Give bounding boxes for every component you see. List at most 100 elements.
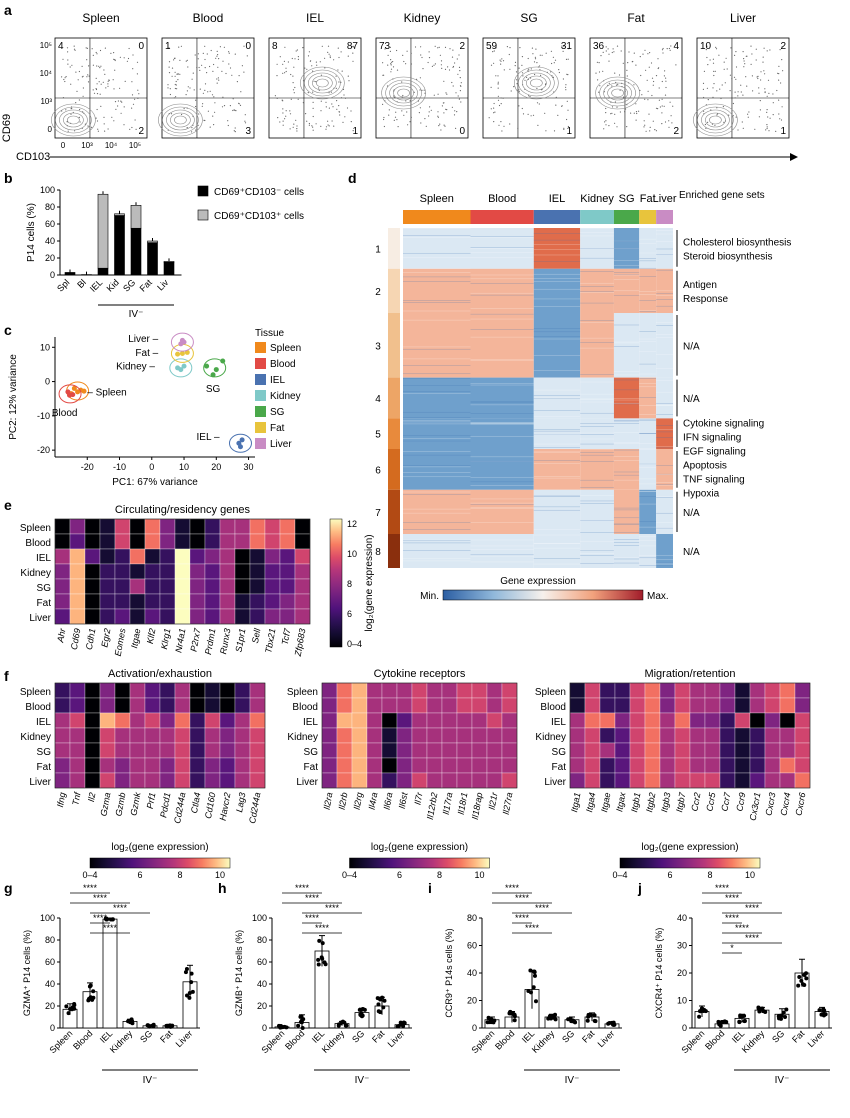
- flow-event-dot: [209, 90, 211, 92]
- flow-event-dot: [308, 124, 310, 126]
- flow-event-dot: [95, 88, 97, 90]
- flow-event-dot: [132, 68, 134, 70]
- f3-cell: [599, 727, 616, 744]
- flow-event-dot: [292, 89, 295, 91]
- flow-event-dot: [664, 70, 666, 72]
- flow-event-dot: [655, 75, 658, 77]
- flow-event-dot: [66, 47, 69, 49]
- e-frame: [54, 518, 311, 625]
- e-cell: [204, 518, 221, 535]
- flow-event-dot: [292, 82, 294, 84]
- flow-event-dot: [325, 106, 327, 108]
- e-cell: [294, 578, 311, 595]
- f2-cell: [441, 682, 458, 699]
- flow-event-dot: [212, 70, 214, 72]
- flow-event-dot: [662, 52, 664, 54]
- flow-event-dot: [645, 130, 647, 132]
- gj-data-dot: [91, 995, 96, 1000]
- f3-gene-label: Cxcr4: [779, 792, 793, 817]
- flow-quadrant-tr: 31: [561, 41, 573, 52]
- flow-quadrant-br: 1: [780, 126, 786, 137]
- flow-event-dot: [304, 67, 306, 69]
- d-cluster-bar: [388, 489, 400, 534]
- f2-cell: [366, 757, 383, 774]
- e-cell: [144, 578, 161, 595]
- gj-sig-stars: ****: [113, 903, 128, 913]
- flow-event-dot: [429, 106, 431, 108]
- e-gene-label: Tcf7: [280, 627, 293, 646]
- f1-cell: [54, 727, 71, 744]
- f3-cell: [704, 772, 721, 789]
- flow-event-dot: [755, 59, 757, 61]
- f2-cell: [501, 712, 518, 729]
- flow-event-dot: [340, 51, 342, 53]
- flow-event-dot: [202, 52, 204, 55]
- flow-event-dot: [490, 86, 492, 88]
- d-heat-block: [656, 228, 673, 269]
- f1-cell: [54, 742, 71, 759]
- f2-cell: [441, 712, 458, 729]
- flow-event-dot: [174, 71, 176, 73]
- flow-event-dot: [762, 61, 764, 63]
- flow-contour: [67, 115, 80, 125]
- e-cell: [54, 518, 71, 535]
- flow-event-dot: [524, 79, 526, 81]
- f3-gene-label: Itga4: [584, 792, 597, 813]
- flow-event-dot: [132, 103, 135, 105]
- gj-data-dot: [376, 1002, 381, 1007]
- f3-gene-label: Ccr2: [689, 792, 702, 812]
- flow-contour: [595, 76, 640, 110]
- flow-event-dot: [501, 58, 503, 60]
- e-cell: [204, 548, 221, 565]
- b-bar-cd103pos: [147, 240, 158, 244]
- flow-event-dot: [598, 62, 600, 64]
- flow-event-dot: [565, 89, 567, 91]
- flow-event-dot: [210, 49, 212, 52]
- flow-event-dot: [766, 95, 768, 97]
- gj-data-dot: [187, 995, 192, 1000]
- f3-cell: [644, 742, 661, 759]
- d-heat-block: [403, 268, 471, 313]
- f2-cell: [486, 742, 503, 759]
- gj-data-dot: [802, 973, 807, 978]
- f2-cell: [411, 742, 428, 759]
- flow-event-dot: [780, 82, 782, 84]
- flow-event-dot: [522, 75, 524, 77]
- flow-event-dot: [536, 62, 538, 64]
- e-cell: [159, 578, 176, 595]
- flow-event-dot: [96, 120, 99, 122]
- flow-event-dot: [290, 98, 292, 100]
- flow-event-dot: [63, 78, 65, 81]
- flow-event-dot: [537, 124, 539, 126]
- flow-contour: [709, 115, 722, 125]
- d-cluster-bar: [388, 534, 400, 568]
- f3-cell: [689, 772, 706, 789]
- e-cell: [204, 563, 221, 580]
- flow-event-dot: [498, 104, 501, 107]
- flow-event-dot: [216, 78, 218, 80]
- f2-cell: [411, 697, 428, 714]
- d-gene-set-label: Cholesterol biosynthesis: [683, 237, 791, 248]
- flow-event-dot: [285, 70, 287, 73]
- f-colorbar-tick: 6: [667, 870, 672, 878]
- gj-data-dot: [72, 1006, 77, 1011]
- flow-event-dot: [201, 64, 203, 66]
- f2-cell: [501, 727, 518, 744]
- flow-event-dot: [338, 81, 340, 83]
- d-heat-block: [403, 313, 471, 378]
- f2-cell: [441, 697, 458, 714]
- flow-event-dot: [99, 67, 101, 69]
- c-annotation: Fat –: [135, 348, 158, 359]
- flow-event-dot: [243, 45, 245, 47]
- f1-cell: [189, 727, 206, 744]
- flow-event-dot: [216, 50, 218, 53]
- flow-event-dot: [171, 75, 173, 77]
- flow-event-dot: [352, 130, 354, 132]
- flow-event-dot: [658, 87, 660, 89]
- d-heat-block: [613, 268, 640, 313]
- flow-event-dot: [390, 63, 392, 65]
- flow-event-dot: [389, 46, 391, 49]
- flow-event-dot: [204, 45, 206, 47]
- d-column-label: Kidney: [580, 193, 614, 205]
- f2-cell: [336, 742, 353, 759]
